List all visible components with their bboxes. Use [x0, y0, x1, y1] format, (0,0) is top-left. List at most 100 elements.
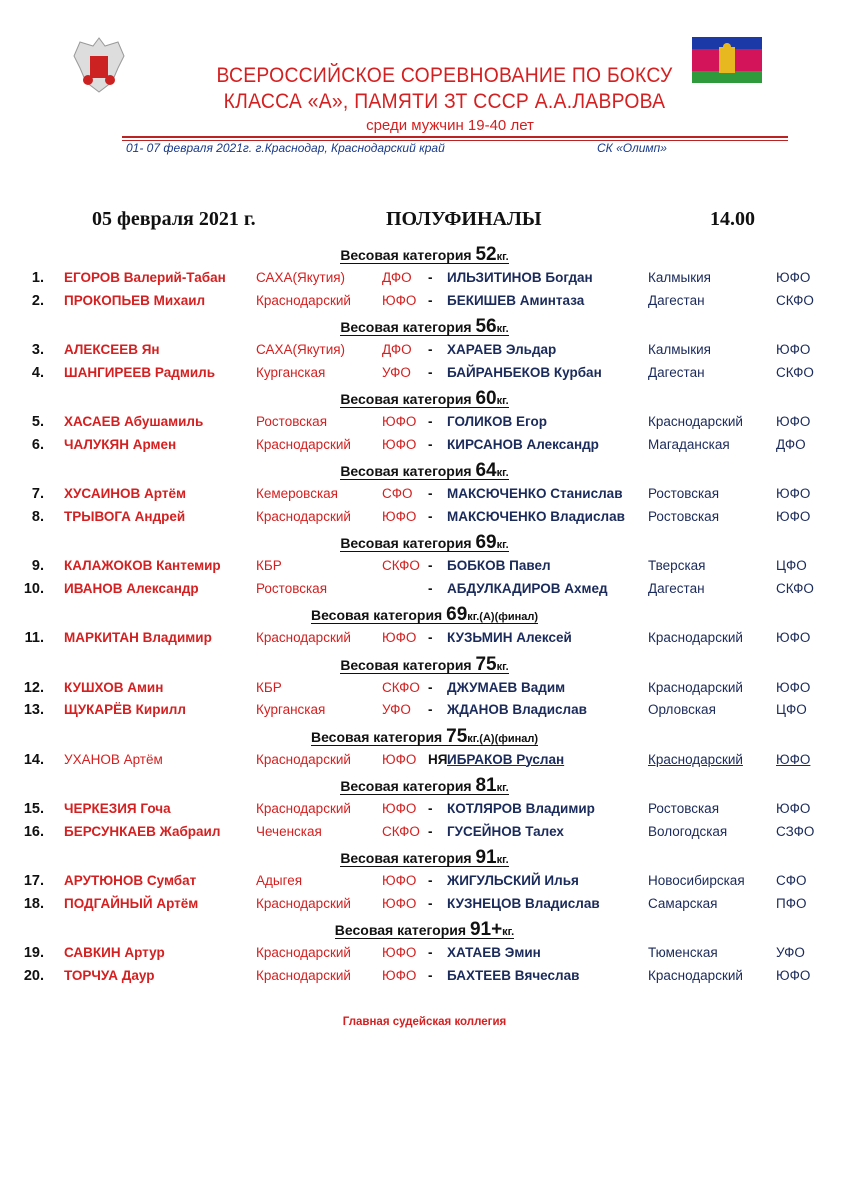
category-weight: 56 — [475, 316, 497, 337]
category-label-text: Весовая категория — [340, 391, 472, 407]
red-corner-boxer: АРУТЮНОВ Сумбат — [64, 873, 197, 888]
bout-row: 6. ЧАЛУКЯН Армен Краснодарский ЮФО - КИРСАНОВ… — [0, 434, 849, 457]
blue-corner-boxer: ХАТАЕВ Эмин — [447, 945, 541, 960]
red-corner-district: СКФО — [382, 823, 420, 839]
bout-separator: - — [428, 270, 433, 285]
category-suffix: кг. — [496, 660, 509, 673]
red-corner-boxer: ПРОКОПЬЕВ Михаил — [64, 292, 206, 308]
red-corner-region: Краснодарский — [256, 967, 351, 983]
blue-corner-region: Ростовская — [648, 508, 720, 524]
category-weight: 64 — [475, 460, 497, 481]
boxing-federation-emblem-icon — [73, 37, 125, 93]
bouts-table: Весовая категория 52кг. 1. ЕГОРОВ Валерий-… — [0, 240, 849, 987]
red-corner-boxer: ИВАНОВ Александр — [64, 580, 199, 596]
bout-number: 9. — [31, 558, 44, 574]
category-label-text: Весовая категория — [340, 535, 472, 551]
bout-number: 3. — [31, 342, 44, 358]
competition-subtitle: среди мужчин 19-40 лет — [366, 117, 534, 134]
bout-separator: - — [428, 342, 433, 357]
bout-separator: - — [428, 945, 433, 960]
red-corner-region: Краснодарский — [256, 436, 351, 452]
red-corner-region: Адыгея — [256, 873, 303, 888]
red-corner-boxer: ХУСАИНОВ Артём — [64, 486, 186, 501]
competition-title-line2: КЛАССА «А», ПАМЯТИ ЗТ СССР А.А.ЛАВРОВА — [223, 90, 666, 113]
red-corner-region: Ростовская — [256, 414, 328, 429]
category-weight: 60 — [475, 388, 497, 409]
session-date: 05 февраля 2021 г. — [92, 208, 256, 230]
bout-number: 6. — [31, 436, 44, 453]
weight-category-header: Весовая категория 75кг. — [0, 653, 849, 677]
blue-corner-boxer: БАЙРАНБЕКОВ Курбан — [447, 364, 602, 380]
red-corner-district: СКФО — [382, 558, 420, 573]
bout-row: 10. ИВАНОВ Александр Ростовская - АБДУЛКАДИР… — [0, 578, 849, 601]
red-corner-boxer: ЩУКАРЁВ Кирилл — [64, 702, 186, 717]
red-corner-district: ЮФО — [382, 630, 417, 645]
red-corner-boxer: ЧЕРКЕЗИЯ Гоча — [64, 801, 171, 816]
weight-category-label: Весовая категория 91кг. — [340, 847, 509, 868]
red-corner-district: ЮФО — [382, 436, 417, 452]
blue-corner-district: ЮФО — [776, 967, 811, 983]
blue-corner-region: Дагестан — [648, 292, 705, 308]
bout-separator: - — [428, 414, 433, 429]
red-corner-boxer: ТОРЧУА Даур — [64, 967, 155, 983]
blue-corner-region: Ростовская — [648, 801, 720, 816]
blue-corner-boxer: ЖДАНОВ Владислав — [447, 702, 587, 717]
category-suffix: кг. — [496, 854, 509, 866]
weight-category-label: Весовая категория 75кг.(А)(финал) — [310, 726, 539, 747]
red-corner-district: ДФО — [382, 342, 412, 357]
weight-category-header: Весовая категория 75кг.(А)(финал) — [0, 725, 849, 749]
bout-separator: - — [428, 436, 433, 452]
blue-corner-boxer: БОБКОВ Павел — [447, 558, 551, 573]
category-label-text: Весовая категория — [310, 607, 443, 623]
bout-row: 17. АРУТЮНОВ Сумбат Адыгея ЮФО - ЖИГУЛЬСКИЙ И… — [0, 870, 849, 893]
weight-category-label: Весовая категория 60кг. — [340, 388, 509, 409]
blue-corner-region: Ростовская — [648, 486, 720, 501]
bout-row: 11. МАРКИТАН Владимир Краснодарский ЮФО - КУЗ… — [0, 627, 849, 650]
red-corner-region: Краснодарский — [256, 751, 351, 767]
red-corner-district: УФО — [382, 364, 411, 380]
red-corner-boxer: САВКИН Артур — [64, 945, 165, 960]
bout-separator: - — [428, 873, 433, 888]
category-label-text: Весовая категория — [340, 319, 472, 335]
blue-corner-region: Краснодарский — [648, 751, 743, 767]
blue-corner-boxer: КОТЛЯРОВ Владимир — [447, 801, 595, 816]
bout-row: 20. ТОРЧУА Даур Краснодарский ЮФО - БАХТЕЕВ В… — [0, 965, 849, 988]
bout-row: 1. ЕГОРОВ Валерий-Табан САХА(Якутия) ДФО - ИЛ… — [0, 267, 849, 290]
red-corner-boxer: КУШХОВ Амин — [64, 679, 164, 695]
blue-corner-region: Краснодарский — [648, 967, 743, 983]
blue-corner-boxer: ИЛЬЗИТИНОВ Богдан — [447, 270, 593, 285]
blue-corner-region: Магаданская — [648, 436, 730, 452]
bout-separator: - — [428, 486, 433, 501]
bout-row: 4. ШАНГИРЕЕВ Радмиль Курганская УФО - БАЙРАНБ… — [0, 362, 849, 385]
red-corner-region: Чеченская — [256, 823, 322, 839]
blue-corner-boxer: МАКСЮЧЕНКО Станислав — [447, 486, 623, 501]
category-suffix: кг. — [502, 926, 515, 938]
bout-number: 1. — [31, 270, 44, 286]
blue-corner-district: ЮФО — [776, 486, 811, 501]
red-corner-region: САХА(Якутия) — [256, 342, 346, 357]
bout-number: 18. — [23, 895, 44, 912]
red-corner-region: Краснодарский — [256, 508, 351, 524]
red-corner-district: ЮФО — [382, 414, 417, 429]
weight-category-header: Весовая категория 52кг. — [0, 243, 849, 267]
blue-corner-region: Дагестан — [648, 364, 705, 380]
category-weight: 69 — [475, 532, 497, 553]
red-corner-boxer: БЕРСУНКАЕВ Жабраил — [64, 823, 221, 839]
bout-row: 8. ТРЫВОГА Андрей Краснодарский ЮФО - МАКСЮЧЕ… — [0, 506, 849, 529]
category-suffix: кг.(А)(финал) — [467, 732, 539, 745]
blue-corner-boxer: КИРСАНОВ Александр — [447, 436, 599, 452]
blue-corner-boxer: КУЗНЕЦОВ Владислав — [447, 895, 600, 911]
blue-corner-boxer: БАХТЕЕВ Вячеслав — [447, 967, 580, 983]
category-label-text: Весовая категория — [340, 778, 472, 794]
weight-category-label: Весовая категория 81кг. — [340, 775, 509, 796]
red-corner-boxer: ЕГОРОВ Валерий-Табан — [64, 270, 226, 285]
weight-category-label: Весовая категория 69кг. — [340, 532, 509, 553]
weight-category-header: Весовая категория 64кг. — [0, 459, 849, 483]
blue-corner-region: Тверская — [648, 558, 706, 573]
red-corner-region: Ростовская — [256, 580, 328, 596]
bout-row: 2. ПРОКОПЬЕВ Михаил Краснодарский ЮФО - БЕКИШ… — [0, 290, 849, 313]
blue-corner-region: Краснодарский — [648, 414, 743, 429]
blue-corner-district: СКФО — [776, 580, 814, 596]
weight-category-label: Весовая категория 56кг. — [340, 316, 509, 337]
blue-corner-region: Краснодарский — [648, 679, 743, 695]
